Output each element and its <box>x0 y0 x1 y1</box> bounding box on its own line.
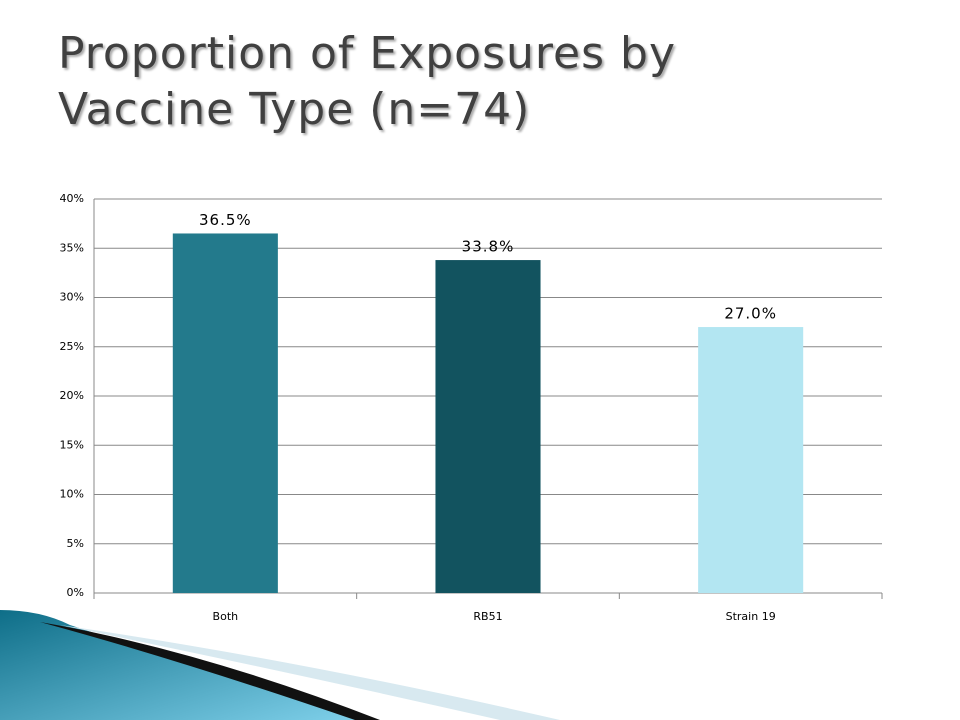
x-tick-label: RB51 <box>473 610 502 623</box>
bar <box>435 260 541 593</box>
y-tick-label: 30% <box>60 291 84 304</box>
y-tick-label: 25% <box>60 340 84 353</box>
y-tick-label: 10% <box>60 488 84 501</box>
bar <box>172 233 278 593</box>
value-label: 27.0% <box>724 305 777 323</box>
value-label: 33.8% <box>462 238 515 256</box>
y-tick-label: 20% <box>60 389 84 402</box>
value-label: 36.5% <box>199 211 252 229</box>
y-tick-label: 35% <box>60 241 84 254</box>
y-tick-label: 0% <box>67 586 84 599</box>
y-tick-label: 40% <box>60 192 84 205</box>
decoration <box>60 625 560 720</box>
slide-title: Proportion of Exposures by Vaccine Type … <box>58 28 676 135</box>
y-tick-label: 15% <box>60 438 84 451</box>
decoration <box>0 610 360 720</box>
bar <box>698 327 804 593</box>
x-tick-label: Both <box>213 610 239 623</box>
x-tick-label: Strain 19 <box>726 610 776 623</box>
y-tick-label: 5% <box>67 537 84 550</box>
decoration <box>40 622 380 720</box>
